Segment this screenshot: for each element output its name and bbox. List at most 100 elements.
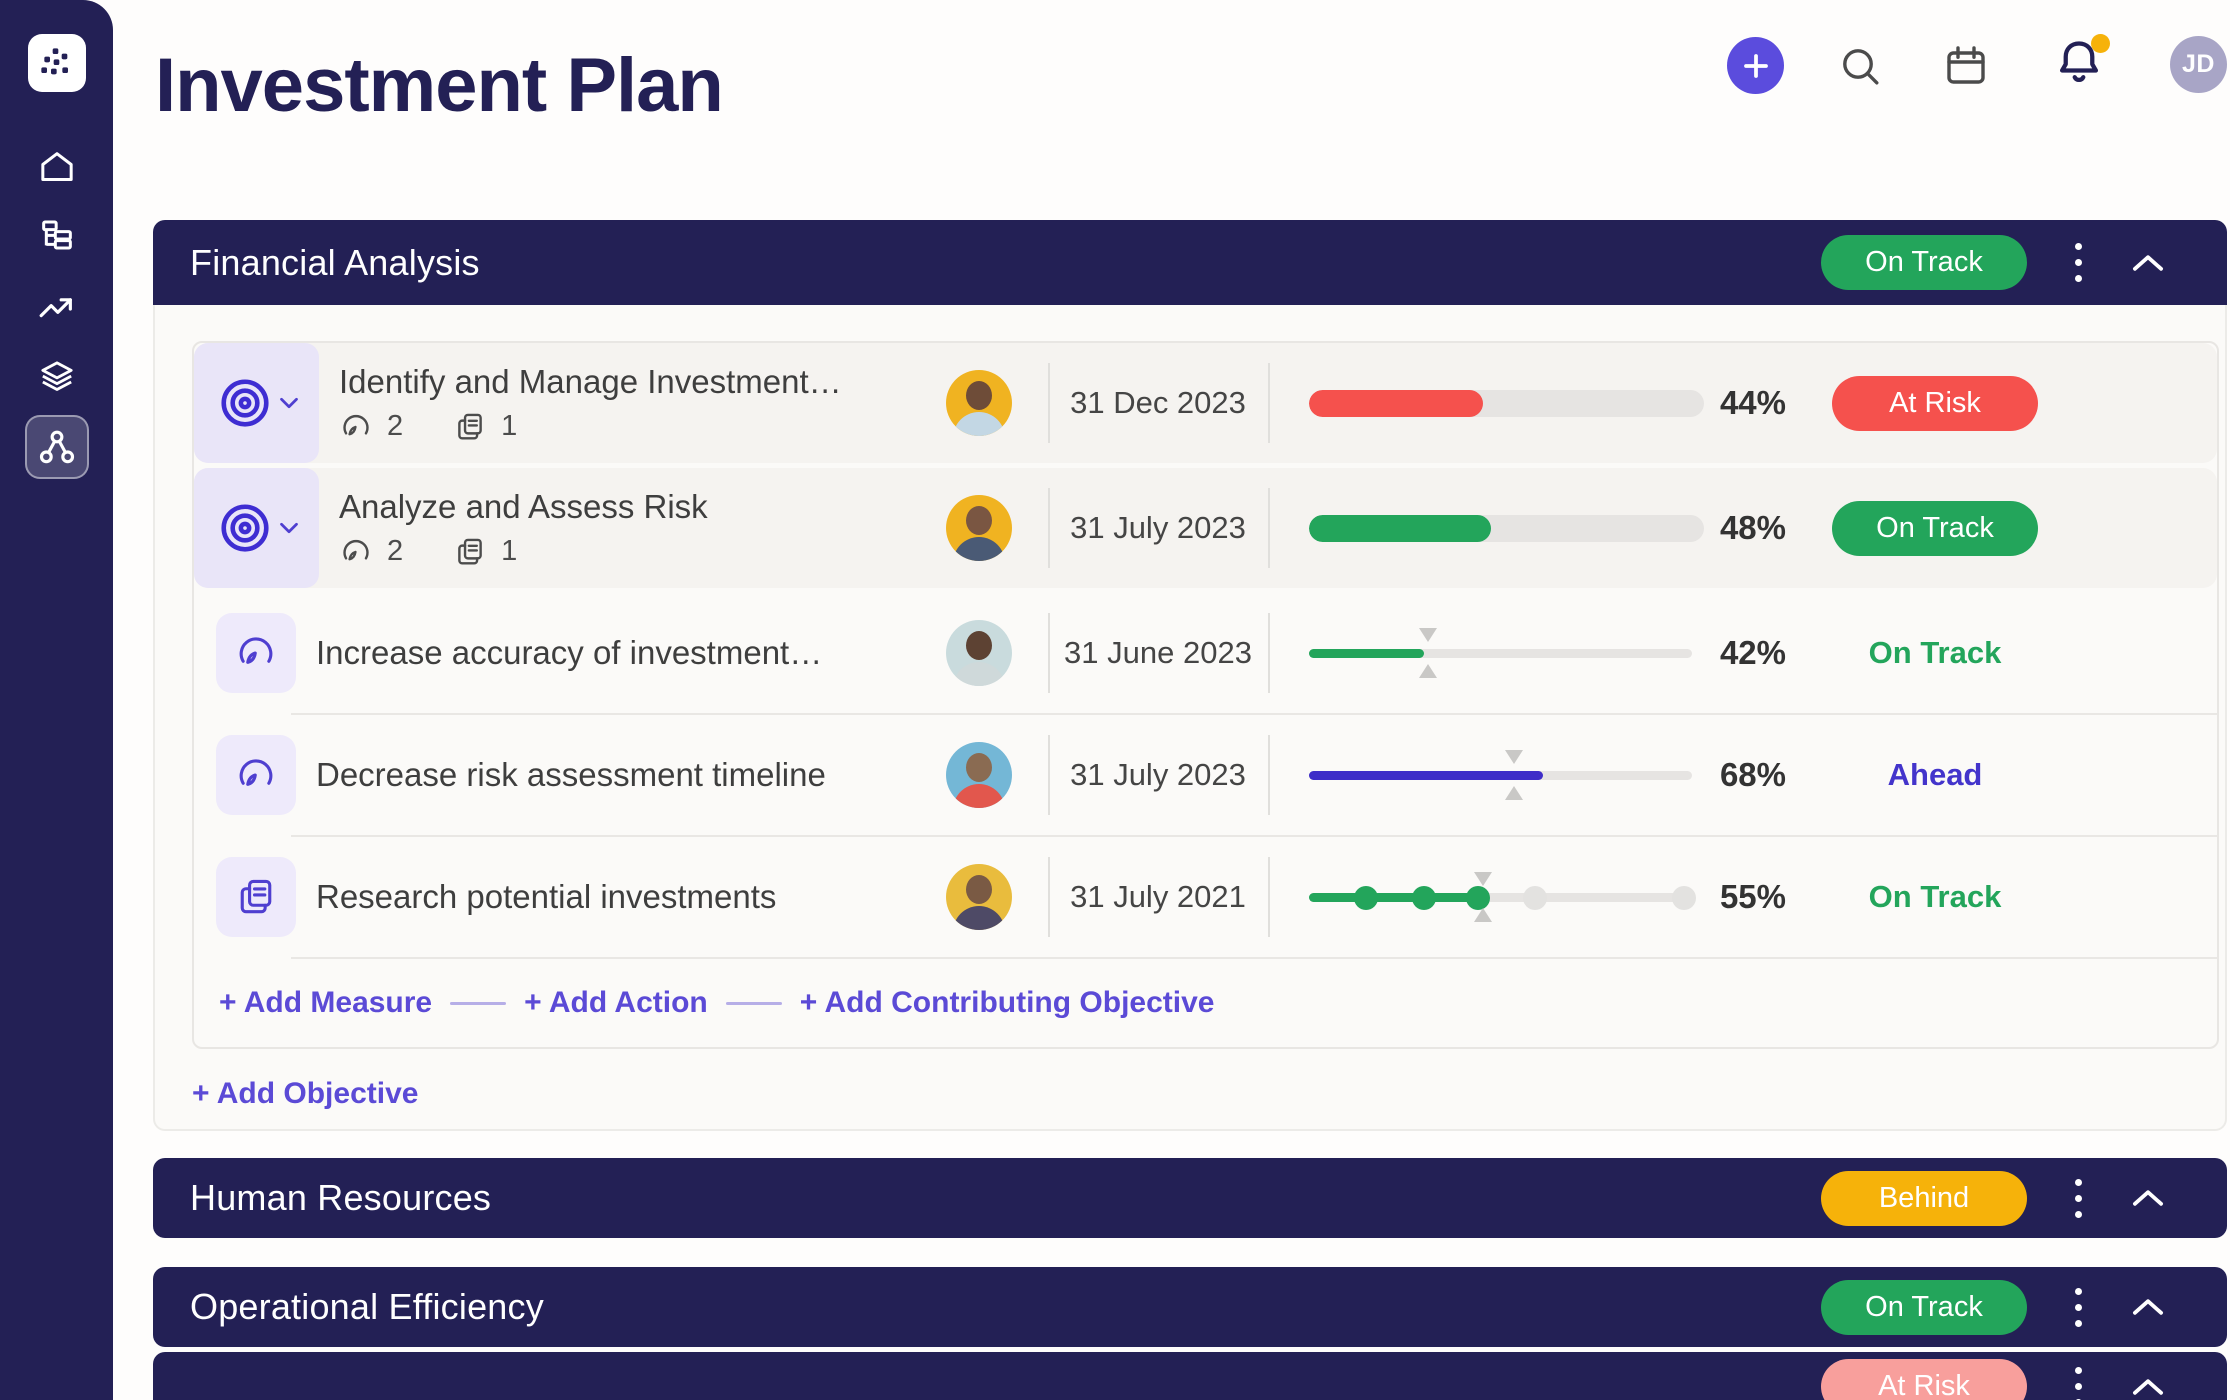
milestone-dot (1354, 885, 1379, 910)
action-title[interactable]: Research potential investments (316, 878, 777, 915)
sidebar-item-layers[interactable] (36, 356, 78, 398)
notification-badge (2091, 34, 2110, 53)
progress-bar (1309, 468, 1704, 588)
link-connector (725, 1001, 782, 1005)
app-logo[interactable] (28, 34, 86, 92)
target-icon (220, 504, 269, 552)
action-count: 1 (501, 535, 518, 567)
kebab-menu-icon[interactable] (2071, 1279, 2085, 1335)
status-badge[interactable]: On Track (1821, 235, 2027, 290)
progress-percent: 68% (1719, 756, 1786, 793)
measure-count: 2 (387, 410, 404, 442)
collapse-button[interactable] (2131, 1359, 2165, 1400)
due-date: 31 July 2023 (1070, 757, 1246, 792)
add-button[interactable] (1727, 37, 1784, 94)
progress-bar (1309, 343, 1704, 463)
trend-up-icon (39, 298, 72, 318)
section-operational-efficiency[interactable]: Operational Efficiency On Track (153, 1267, 2227, 1347)
sidebar-item-home[interactable] (36, 146, 78, 188)
action-icon-box[interactable] (216, 857, 296, 937)
chevron-down-icon[interactable] (279, 522, 298, 534)
due-date: 31 June 2023 (1064, 635, 1252, 670)
notifications-button[interactable] (2052, 34, 2112, 94)
section-header[interactable]: Financial Analysis On Track (153, 220, 2227, 305)
kebab-menu-icon[interactable] (2071, 235, 2085, 291)
milestone-progress-bar (1309, 837, 1704, 957)
status-badge[interactable]: On Track (1821, 1279, 2027, 1335)
chevron-up-icon (2133, 1299, 2163, 1315)
bell-icon (2059, 41, 2099, 83)
target-marker[interactable] (1504, 750, 1524, 800)
target-marker[interactable] (1473, 872, 1493, 922)
progress-fill (1309, 649, 1424, 658)
measure-row[interactable]: Decrease risk assessment timeline 31 Jul… (194, 715, 2217, 835)
calendar-button[interactable] (1940, 40, 1992, 92)
column-divider (1268, 613, 1270, 693)
chevron-up-icon (2133, 1378, 2163, 1395)
section-title: Operational Efficiency (190, 1286, 544, 1327)
add-measure-link[interactable]: + Add Measure (219, 986, 433, 1019)
search-button[interactable] (1834, 40, 1886, 92)
status-badge[interactable]: On Track (1832, 500, 2038, 556)
section-clipped[interactable]: At Risk (153, 1352, 2227, 1400)
collapse-button[interactable] (2131, 1183, 2165, 1213)
progress-fill (1309, 893, 1478, 902)
user-avatar[interactable]: JD (2170, 36, 2227, 93)
add-objective-link[interactable]: + Add Objective (192, 1077, 419, 1110)
plus-icon (1743, 53, 1768, 78)
objective-title[interactable]: Analyze and Assess Risk (339, 487, 708, 525)
collapse-button[interactable] (2131, 1292, 2165, 1322)
objective-row[interactable]: Analyze and Assess Risk 2 (194, 468, 2217, 588)
sidebar-item-plan-active[interactable] (25, 415, 89, 479)
add-contributing-objective-link[interactable]: + Add Contributing Objective (799, 986, 1215, 1019)
assignee-avatar (946, 864, 1012, 930)
section-title: Human Resources (190, 1177, 492, 1218)
gauge-icon (239, 759, 273, 786)
chevron-up-icon (2133, 1190, 2163, 1206)
progress-fill (1309, 390, 1483, 417)
kebab-menu-icon[interactable] (2071, 1359, 2085, 1400)
assignee-avatar (946, 620, 1012, 686)
gauge-icon (239, 637, 273, 664)
due-date: 31 Dec 2023 (1070, 385, 1246, 420)
column-divider (1048, 735, 1050, 815)
status-text: Ahead (1887, 757, 1983, 792)
add-action-link[interactable]: + Add Action (524, 986, 708, 1019)
status-badge[interactable]: At Risk (1821, 1359, 2027, 1400)
page-title: Investment Plan (155, 43, 724, 128)
section-human-resources[interactable]: Human Resources Behind (153, 1158, 2227, 1238)
objective-icon-box[interactable] (194, 343, 319, 463)
measure-count-icon (343, 414, 369, 435)
action-row[interactable]: Research potential investments 31 July 2… (194, 837, 2217, 957)
status-badge[interactable]: At Risk (1832, 375, 2038, 431)
objective-counts: 2 1 (339, 410, 939, 444)
add-links-row: + Add Measure + Add Action + Add Contrib… (194, 959, 2217, 1047)
section-body: Identify and Manage Investment… 2 (153, 305, 2227, 1131)
sidebar (0, 0, 113, 1400)
measure-title[interactable]: Increase accuracy of investment… (316, 634, 823, 671)
kebab-menu-icon[interactable] (2071, 1170, 2085, 1226)
measure-icon-box[interactable] (216, 735, 296, 815)
assignee-avatar (946, 370, 1012, 436)
column-divider (1048, 488, 1050, 568)
objective-counts: 2 1 (339, 535, 939, 569)
measure-count: 2 (387, 535, 404, 567)
assignee-avatar (946, 495, 1012, 561)
objective-icon-box[interactable] (194, 468, 319, 588)
sidebar-item-performance[interactable] (36, 288, 78, 330)
row-divider (291, 713, 2217, 715)
measure-icon-box[interactable] (216, 613, 296, 693)
progress-fill (1309, 515, 1491, 542)
target-marker[interactable] (1418, 628, 1438, 678)
measure-title[interactable]: Decrease risk assessment timeline (316, 756, 826, 793)
sidebar-item-hierarchy[interactable] (36, 216, 78, 258)
objective-row[interactable]: Identify and Manage Investment… 2 (194, 343, 2217, 463)
status-badge[interactable]: Behind (1821, 1170, 2027, 1226)
collapse-button[interactable] (2131, 248, 2165, 278)
measure-row[interactable]: Increase accuracy of investment… 31 June… (194, 593, 2217, 713)
section-title: Financial Analysis (190, 241, 480, 283)
link-connector (450, 1001, 507, 1005)
objective-title[interactable]: Identify and Manage Investment… (339, 362, 842, 400)
chevron-down-icon[interactable] (279, 397, 298, 409)
